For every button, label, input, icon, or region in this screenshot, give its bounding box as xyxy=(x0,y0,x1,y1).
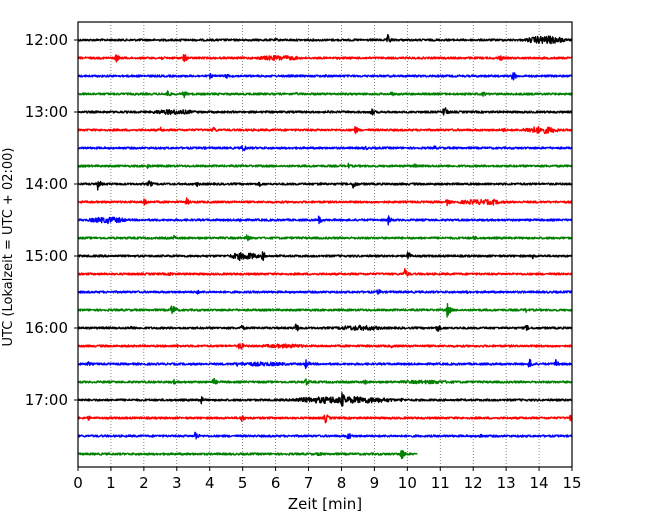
x-tick-label: 1 xyxy=(106,474,116,492)
trace-row xyxy=(77,288,573,295)
trace-row xyxy=(77,343,573,350)
y-tick-label: 15:00 xyxy=(25,247,68,265)
trace-row xyxy=(77,180,573,191)
trace-row xyxy=(77,53,573,63)
trace-row xyxy=(77,90,573,99)
trace-row xyxy=(77,107,573,116)
trace-row xyxy=(77,251,573,262)
y-tick-label: 13:00 xyxy=(25,103,68,121)
trace-row xyxy=(77,431,573,440)
y-tick-label: 14:00 xyxy=(25,175,68,193)
x-tick-label: 5 xyxy=(238,474,248,492)
trace-row xyxy=(77,414,573,424)
x-tick-label: 8 xyxy=(337,474,347,492)
y-tick-label: 12:00 xyxy=(25,31,68,49)
plot-frame xyxy=(77,21,573,468)
trace-row xyxy=(77,162,573,170)
trace-row xyxy=(77,378,573,386)
x-tick-label: 15 xyxy=(562,474,581,492)
trace-row xyxy=(77,125,573,135)
x-tick-label: 13 xyxy=(497,474,516,492)
x-tick-label: 2 xyxy=(139,474,149,492)
trace-row xyxy=(77,145,573,152)
x-tick-label: 3 xyxy=(172,474,182,492)
x-axis-ticks: 0 1 2 3 4 5 6 7 8 9 10 11 12 13 14 15 xyxy=(73,467,582,492)
x-tick-label: 0 xyxy=(73,474,83,492)
y-axis-ticks: 12:00 13:00 14:00 15:00 16:00 17:00 xyxy=(25,31,78,409)
x-tick-label: 4 xyxy=(205,474,215,492)
x-tick-label: 9 xyxy=(370,474,380,492)
trace-row xyxy=(77,358,573,370)
x-tick-label: 10 xyxy=(398,474,417,492)
trace-row xyxy=(77,302,573,318)
x-tick-label: 6 xyxy=(271,474,281,492)
y-tick-label: 17:00 xyxy=(25,391,68,409)
trace-row xyxy=(77,33,573,45)
trace-row xyxy=(77,323,573,332)
x-tick-label: 14 xyxy=(530,474,549,492)
y-axis-label: UTC (Lokalzeit = UTC + 02:00) xyxy=(1,148,16,347)
trace-row xyxy=(77,197,573,207)
trace-row xyxy=(77,72,573,81)
x-axis-label: Zeit [min] xyxy=(288,495,362,513)
trace-row xyxy=(77,449,418,460)
trace-row xyxy=(77,215,573,226)
trace-row xyxy=(77,392,573,407)
trace-row xyxy=(77,267,573,277)
y-tick-label: 16:00 xyxy=(25,319,68,337)
seismogram-traces xyxy=(77,33,573,460)
x-tick-label: 7 xyxy=(304,474,314,492)
x-tick-label: 11 xyxy=(431,474,450,492)
x-tick-label: 12 xyxy=(464,474,483,492)
trace-row xyxy=(77,234,573,242)
